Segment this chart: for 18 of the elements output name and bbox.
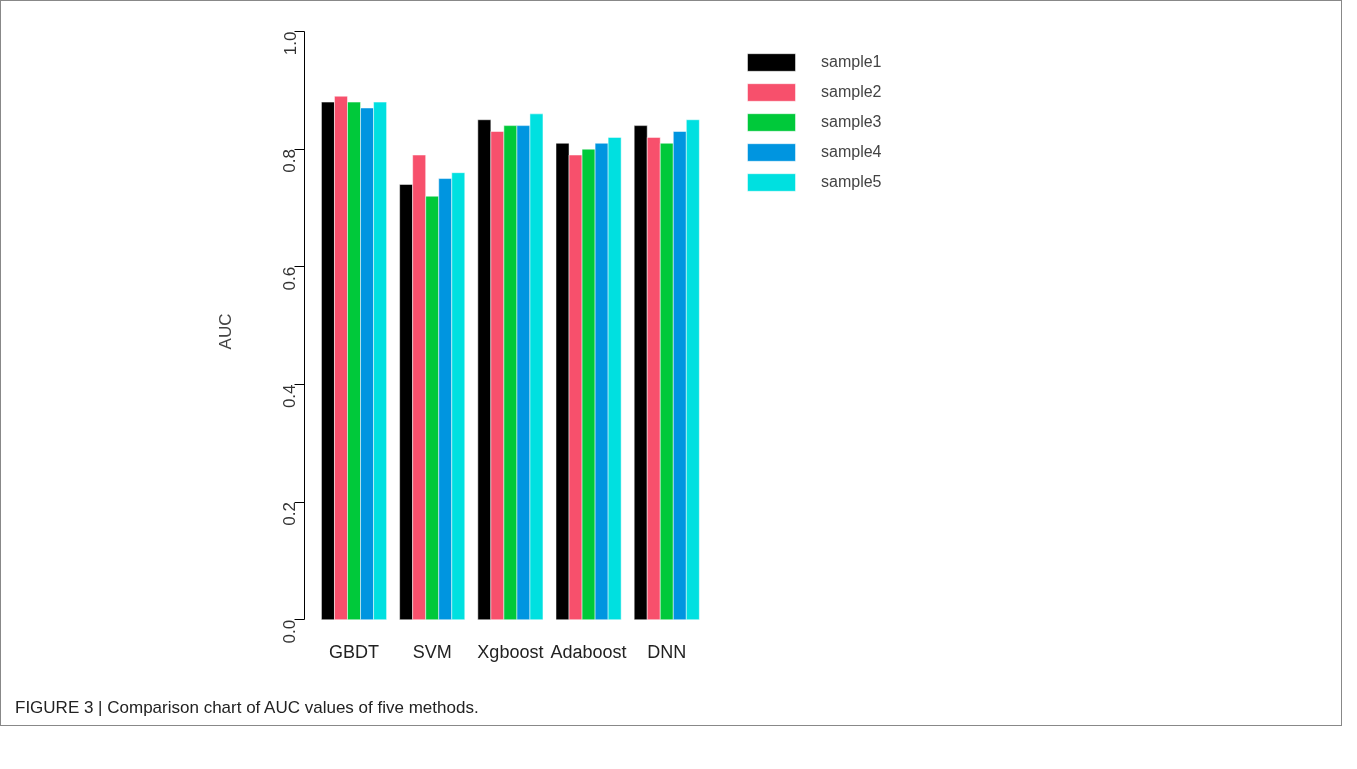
y-tick-label: 0.6	[280, 266, 300, 291]
x-tick-label: DNN	[647, 641, 687, 662]
y-tick-label: 0.2	[280, 502, 300, 526]
y-axis-title: AUC	[215, 313, 235, 350]
legend-label: sample4	[821, 143, 882, 161]
legend-label: sample2	[821, 83, 882, 101]
x-tick-label: Adaboost	[550, 641, 627, 662]
y-tick-label: 1.0	[280, 31, 300, 56]
legend-label: sample5	[821, 173, 882, 191]
x-tick-label: SVM	[412, 641, 452, 662]
y-tick-label: 0.4	[280, 384, 300, 409]
x-tick-label: GBDT	[329, 641, 380, 662]
legend-label: sample1	[821, 53, 882, 71]
y-tick-label: 0.8	[280, 149, 300, 173]
caption: FIGURE 3 | Comparison chart of AUC values of five methods.	[15, 697, 479, 719]
y-tick-label: 0.0	[280, 619, 300, 644]
legend-label: sample3	[821, 113, 882, 131]
x-tick-label: Xgboost	[477, 641, 544, 662]
